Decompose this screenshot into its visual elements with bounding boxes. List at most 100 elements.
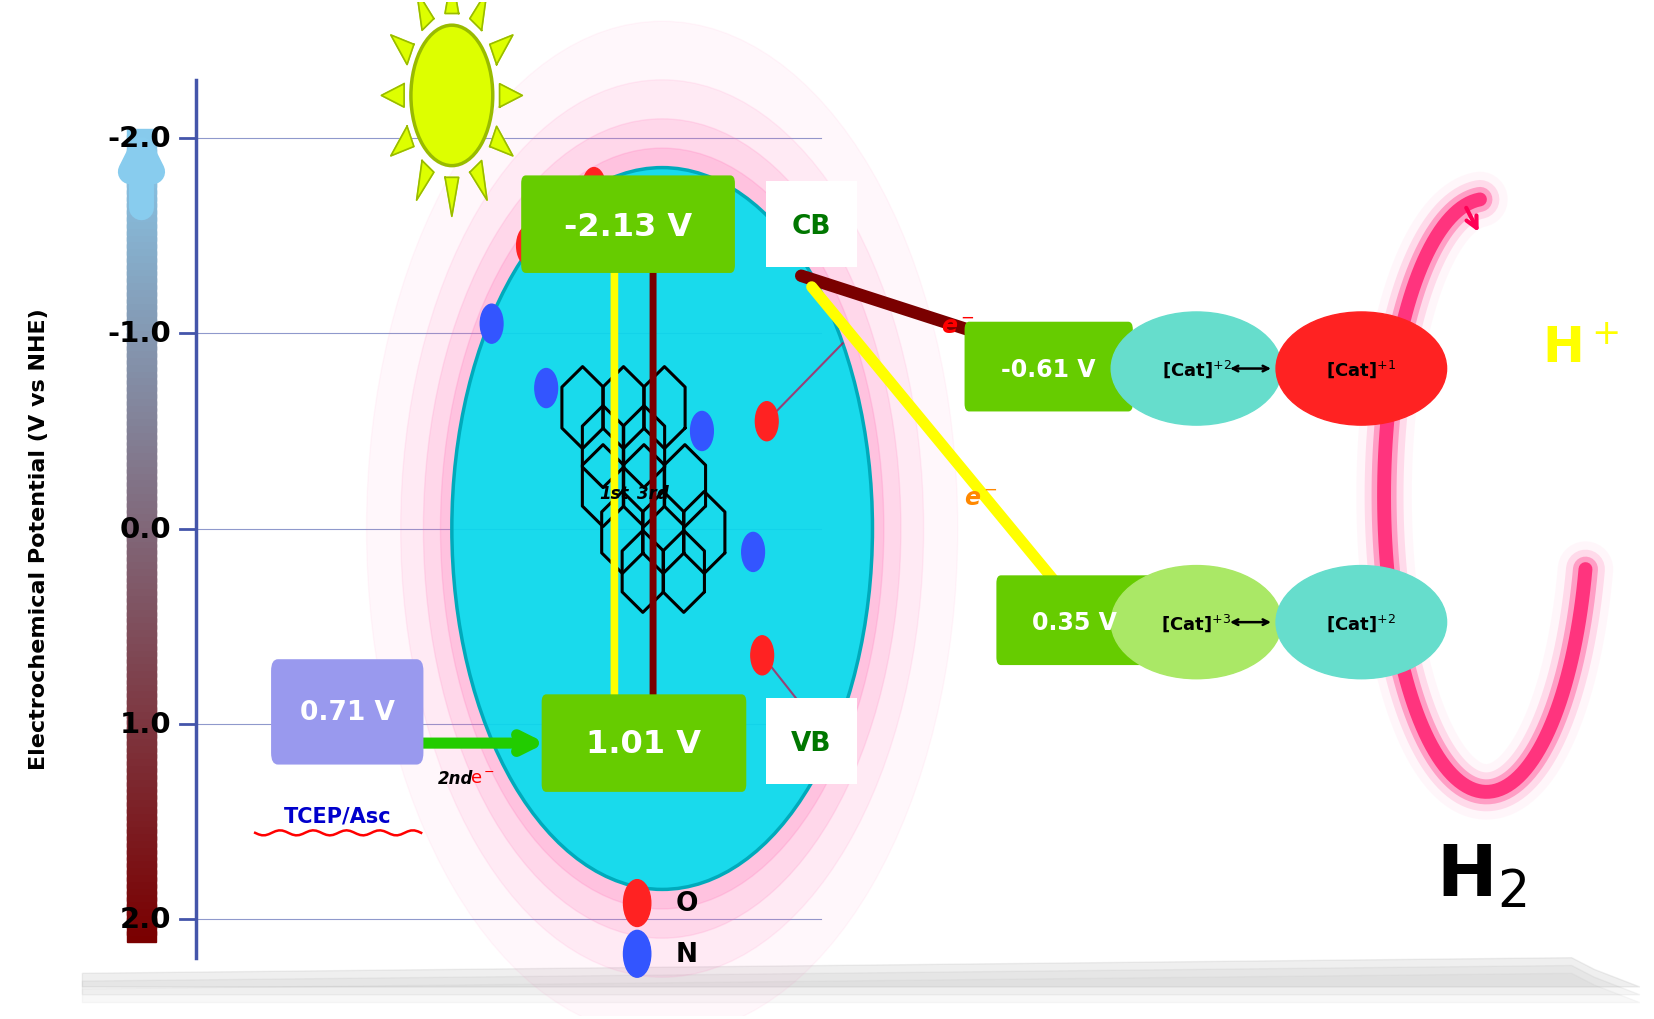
Bar [127,313,155,324]
Bar [127,129,155,141]
Bar [127,898,155,908]
Bar [127,320,155,330]
Circle shape [480,305,503,343]
Bar [127,809,155,820]
Bar [127,755,155,765]
Polygon shape [445,0,458,14]
Bar [127,177,155,187]
Bar [127,891,155,902]
Bar [127,524,155,534]
Bar [127,666,155,677]
Bar [127,653,155,663]
Circle shape [741,533,764,572]
Bar [127,326,155,337]
Text: O: O [676,891,698,916]
Text: H$^+$: H$^+$ [1543,326,1619,374]
Bar [127,735,155,745]
Bar [127,231,155,243]
Bar [127,374,155,385]
Bar [127,170,155,181]
Text: VB: VB [791,731,832,756]
Bar [127,367,155,378]
Bar [127,802,155,813]
Text: e$^-$: e$^-$ [964,487,997,511]
Bar [127,768,155,780]
Bar [127,211,155,222]
Bar [127,557,155,569]
Text: 3rd: 3rd [637,485,668,503]
Polygon shape [490,127,513,157]
Bar [127,388,155,398]
Bar [127,429,155,439]
Bar [127,544,155,554]
Bar [127,531,155,541]
Bar [127,904,155,915]
Circle shape [452,168,872,890]
Bar [127,292,155,304]
Circle shape [751,636,774,676]
Circle shape [624,879,650,926]
Ellipse shape [1275,313,1447,426]
Bar [127,346,155,358]
Bar [127,680,155,691]
Bar [127,870,155,881]
Circle shape [624,930,650,977]
Bar [127,476,155,487]
Text: 2nd: 2nd [438,769,473,788]
Text: 0.71 V: 0.71 V [299,699,395,726]
Bar [127,245,155,256]
Bar [127,687,155,697]
Bar [127,924,155,935]
Text: [Cat]$^{+3}$: [Cat]$^{+3}$ [1161,611,1232,634]
Bar [127,238,155,249]
Bar [127,470,155,480]
Bar [127,931,155,943]
Bar [127,816,155,826]
Bar [127,612,155,623]
Bar [127,252,155,263]
Bar [127,490,155,500]
Polygon shape [490,36,513,65]
Bar [127,496,155,507]
Bar [127,633,155,643]
Text: [Cat]$^{+1}$: [Cat]$^{+1}$ [1327,359,1396,380]
Text: 0.0: 0.0 [119,515,170,543]
Bar [127,537,155,548]
Text: -0.61 V: -0.61 V [1001,358,1097,381]
Bar [127,272,155,283]
Bar [127,394,155,406]
Bar [127,285,155,297]
Bar [127,911,155,922]
Bar [127,551,155,561]
Bar [127,572,155,582]
Bar [127,150,155,161]
Polygon shape [470,0,486,32]
Polygon shape [417,0,433,32]
Bar [127,204,155,215]
FancyBboxPatch shape [996,576,1153,665]
Bar [127,789,155,800]
Bar [127,259,155,269]
Bar [127,857,155,867]
Bar [127,279,155,289]
Text: e$^-$: e$^-$ [470,769,495,788]
Bar [127,700,155,711]
Bar [127,409,155,419]
Polygon shape [83,966,1639,995]
Bar [127,503,155,514]
Bar [127,720,155,732]
Circle shape [691,412,713,451]
Bar [127,361,155,371]
Text: TCEP/Asc: TCEP/Asc [284,805,392,825]
Bar [127,592,155,602]
Bar [127,585,155,595]
Bar [127,449,155,460]
Polygon shape [83,973,1639,1003]
Bar [127,822,155,834]
Ellipse shape [1111,566,1282,679]
Text: [Cat]$^{+2}$: [Cat]$^{+2}$ [1161,359,1232,380]
Bar [127,741,155,752]
Bar [127,354,155,365]
Bar [127,863,155,874]
Bar [127,157,155,167]
